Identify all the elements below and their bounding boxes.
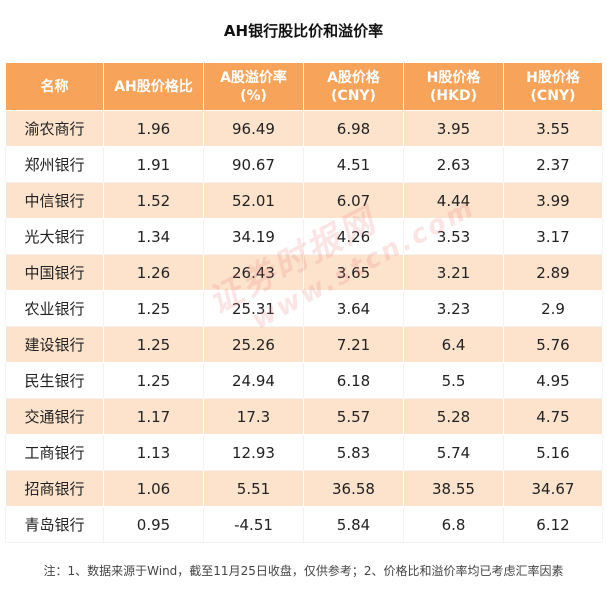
cell-bank-name: 交通银行 [5,398,104,435]
cell-ah-ratio: 0.95 [103,506,204,543]
cell-h-price-cny: 3.55 [503,110,603,147]
header-h-price-hkd: H股价格 (HKD) [403,62,504,111]
table-row: 工商银行 1.13 12.93 5.83 5.74 5.16 [5,434,603,471]
cell-a-premium: 96.49 [203,110,304,147]
table-row: 青岛银行 0.95 -4.51 5.84 6.8 6.12 [5,506,603,543]
cell-h-price-hkd: 3.21 [403,254,504,291]
cell-bank-name: 郑州银行 [5,146,104,183]
header-a-price-cny: A股价格 (CNY) [303,62,404,111]
cell-ah-ratio: 1.26 [103,254,204,291]
table-row: 光大银行 1.34 34.19 4.26 3.53 3.17 [5,218,603,255]
cell-h-price-hkd: 5.5 [403,362,504,399]
cell-ah-ratio: 1.25 [103,326,204,363]
cell-h-price-hkd: 5.74 [403,434,504,471]
cell-ah-ratio: 1.13 [103,434,204,471]
cell-a-price-cny: 36.58 [303,470,404,507]
cell-h-price-hkd: 6.8 [403,506,504,543]
cell-ah-ratio: 1.34 [103,218,204,255]
cell-h-price-cny: 3.17 [503,218,603,255]
cell-ah-ratio: 1.25 [103,362,204,399]
ah-bank-price-table: 名称 AH股价格比 A股溢价率 (%) A股价格 (CNY) H股价格 (HKD) H… [5,62,603,543]
cell-h-price-hkd: 3.95 [403,110,504,147]
cell-ah-ratio: 1.17 [103,398,204,435]
cell-a-premium: -4.51 [203,506,304,543]
cell-a-price-cny: 5.84 [303,506,404,543]
cell-bank-name: 中国银行 [5,254,104,291]
table-row: 农业银行 1.25 25.31 3.64 3.23 2.9 [5,290,603,327]
cell-h-price-hkd: 5.28 [403,398,504,435]
cell-a-price-cny: 6.98 [303,110,404,147]
cell-bank-name: 光大银行 [5,218,104,255]
cell-h-price-cny: 4.95 [503,362,603,399]
cell-h-price-cny: 5.76 [503,326,603,363]
cell-a-price-cny: 6.18 [303,362,404,399]
table-row: 建设银行 1.25 25.26 7.21 6.4 5.76 [5,326,603,363]
cell-a-premium: 25.31 [203,290,304,327]
cell-bank-name: 青岛银行 [5,506,104,543]
table-title: AH银行股比价和溢价率 [223,22,384,40]
cell-h-price-hkd: 4.44 [403,182,504,219]
cell-h-price-cny: 6.12 [503,506,603,543]
table-row: 郑州银行 1.91 90.67 4.51 2.63 2.37 [5,146,603,183]
cell-h-price-hkd: 2.63 [403,146,504,183]
cell-a-price-cny: 4.26 [303,218,404,255]
cell-h-price-cny: 2.9 [503,290,603,327]
cell-bank-name: 招商银行 [5,470,104,507]
cell-a-premium: 26.43 [203,254,304,291]
cell-h-price-cny: 2.37 [503,146,603,183]
cell-bank-name: 渝农商行 [5,110,104,147]
cell-a-price-cny: 3.64 [303,290,404,327]
table-row: 中国银行 1.26 26.43 3.65 3.21 2.89 [5,254,603,291]
cell-bank-name: 农业银行 [5,290,104,327]
cell-ah-ratio: 1.06 [103,470,204,507]
cell-bank-name: 中信银行 [5,182,104,219]
cell-a-price-cny: 5.57 [303,398,404,435]
cell-bank-name: 民生银行 [5,362,104,399]
cell-ah-ratio: 1.52 [103,182,204,219]
cell-ah-ratio: 1.96 [103,110,204,147]
cell-a-price-cny: 7.21 [303,326,404,363]
footnote: 注：1、数据来源于Wind，截至11月25日收盘，仅供参考；2、价格比和溢价率均… [43,564,564,578]
cell-a-price-cny: 3.65 [303,254,404,291]
table-row: 中信银行 1.52 52.01 6.07 4.44 3.99 [5,182,603,219]
table-row: 交通银行 1.17 17.3 5.57 5.28 4.75 [5,398,603,435]
header-a-premium: A股溢价率 (%) [203,62,304,111]
cell-a-premium: 12.93 [203,434,304,471]
header-row: 名称 AH股价格比 A股溢价率 (%) A股价格 (CNY) H股价格 (HKD) H… [5,62,603,111]
cell-ah-ratio: 1.25 [103,290,204,327]
cell-h-price-hkd: 6.4 [403,326,504,363]
cell-a-premium: 25.26 [203,326,304,363]
table-row: 渝农商行 1.96 96.49 6.98 3.95 3.55 [5,110,603,147]
header-name: 名称 [5,62,104,111]
header-ah-ratio: AH股价格比 [103,62,204,111]
cell-a-price-cny: 5.83 [303,434,404,471]
cell-a-premium: 90.67 [203,146,304,183]
cell-ah-ratio: 1.91 [103,146,204,183]
table-row: 招商银行 1.06 5.51 36.58 38.55 34.67 [5,470,603,507]
cell-bank-name: 建设银行 [5,326,104,363]
header-h-price-cny: H股价格 (CNY) [503,62,603,111]
cell-h-price-cny: 34.67 [503,470,603,507]
cell-a-premium: 34.19 [203,218,304,255]
table-row: 民生银行 1.25 24.94 6.18 5.5 4.95 [5,362,603,399]
cell-bank-name: 工商银行 [5,434,104,471]
cell-h-price-cny: 4.75 [503,398,603,435]
cell-a-premium: 17.3 [203,398,304,435]
cell-h-price-hkd: 38.55 [403,470,504,507]
cell-h-price-hkd: 3.53 [403,218,504,255]
cell-a-premium: 52.01 [203,182,304,219]
cell-a-premium: 5.51 [203,470,304,507]
cell-h-price-hkd: 3.23 [403,290,504,327]
cell-a-price-cny: 4.51 [303,146,404,183]
cell-a-premium: 24.94 [203,362,304,399]
cell-a-price-cny: 6.07 [303,182,404,219]
cell-h-price-cny: 3.99 [503,182,603,219]
cell-h-price-cny: 2.89 [503,254,603,291]
cell-h-price-cny: 5.16 [503,434,603,471]
